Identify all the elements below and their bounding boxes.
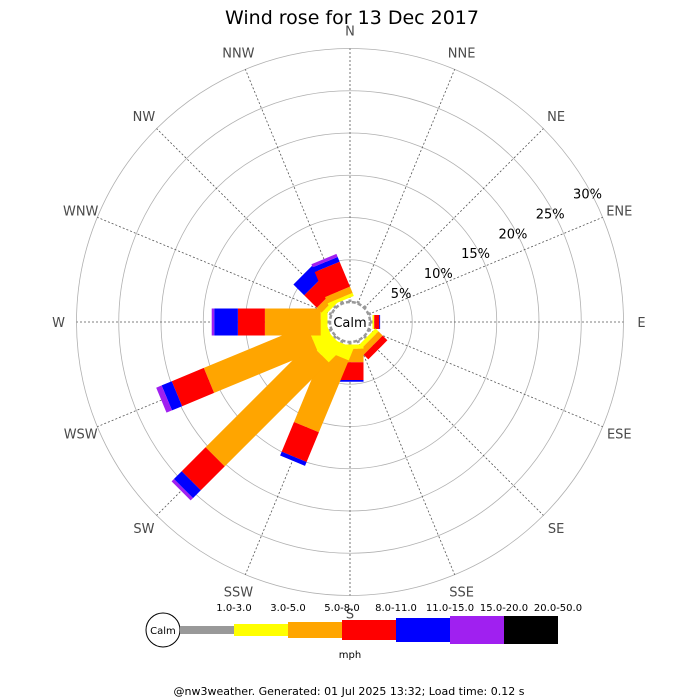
legend-label-20.0-50.0: 20.0-50.0 — [534, 603, 582, 614]
bar-nnw-11.0-15.0 — [312, 257, 340, 272]
legend-label-5.0-8.0: 5.0-8.0 — [324, 603, 359, 614]
direction-label-n: N — [345, 25, 355, 40]
direction-label-nw: NW — [133, 110, 156, 125]
direction-label-sse: SSE — [449, 585, 474, 600]
bar-se-5.0-8.0 — [359, 331, 383, 355]
bar-s-11.0-15.0 — [336, 380, 364, 382]
ring-label-25: 25% — [536, 207, 565, 222]
ring-15 — [202, 174, 498, 470]
ring-label-15: 15% — [461, 247, 490, 262]
legend-swatch-15.0-20.0 — [450, 616, 504, 644]
direction-label-se: SE — [548, 522, 564, 537]
direction-label-ne: NE — [547, 110, 565, 125]
calm-circle: Calm — [328, 300, 372, 344]
bar-wsw-5.0-8.0 — [203, 325, 318, 393]
legend-label-8.0-11.0: 8.0-11.0 — [375, 603, 417, 614]
legend-swatch-8.0-11.0 — [342, 620, 396, 640]
bar-w-5.0-8.0 — [264, 308, 321, 336]
ring-label-5: 5% — [391, 287, 412, 302]
bar-e-11.0-15.0 — [379, 315, 381, 329]
legend-label-1.0-3.0: 1.0-3.0 — [216, 603, 251, 614]
speed-legend: Calm 1.0-3.0 3.0-5.0 5.0-8.0 8.0-11.0 11.0-15… — [145, 603, 582, 661]
bar-nw-1.0-3.0 — [333, 305, 337, 309]
bar-nnw-15.0-20.0 — [311, 253, 338, 268]
direction-label-wnw: WNW — [63, 204, 99, 219]
bar-w-3.0-5.0 — [320, 308, 328, 336]
bar-wsw-11.0-15.0 — [161, 381, 183, 411]
direction-label-s: S — [346, 608, 354, 623]
legend-swatch-5.0-8.0 — [288, 622, 342, 638]
legend-label-11.0-15.0: 11.0-15.0 — [426, 603, 474, 614]
direction-label-ese: ESE — [607, 428, 632, 443]
ring-25 — [118, 90, 582, 554]
polar-axes — [76, 48, 624, 596]
petal-bars — [156, 253, 388, 501]
legend-calm-label: Calm — [150, 626, 176, 637]
bar-nnw-3.0-5.0 — [327, 292, 354, 307]
legend-swatch-20.0-50.0 — [504, 616, 558, 644]
bar-ne-1.0-3.0 — [363, 305, 367, 309]
legend-label-15.0-20.0: 15.0-20.0 — [480, 603, 528, 614]
direction-label-nne: NNE — [448, 47, 476, 62]
footer-text: @nw3weather. Generated: 01 Jul 2025 13:3… — [174, 685, 525, 698]
bar-sw-8.0-11.0 — [181, 447, 225, 491]
bar-e-3.0-5.0 — [372, 315, 375, 329]
legend-label-3.0-5.0: 3.0-5.0 — [270, 603, 305, 614]
bar-sse-1.0-3.0 — [356, 339, 360, 344]
bar-wsw-15.0-20.0 — [156, 385, 172, 413]
calm-ring — [328, 300, 372, 344]
bar-sw-5.0-8.0 — [205, 343, 329, 467]
direction-label-w: W — [52, 316, 65, 331]
ring-percent-labels: 5% 10% 15% 20% 25% 30% — [391, 188, 602, 302]
bar-se-1.0-3.0 — [363, 335, 367, 339]
bar-sw-1.0-3.0 — [333, 335, 337, 339]
direction-label-e: E — [637, 316, 645, 331]
legend-swatch-11.0-15.0 — [396, 618, 450, 642]
direction-label-ene: ENE — [606, 204, 632, 219]
direction-label-nnw: NNW — [222, 47, 254, 62]
legend-units: mph — [339, 650, 361, 661]
bar-ssw-11.0-15.0 — [280, 451, 307, 466]
bar-sw-11.0-15.0 — [173, 471, 201, 499]
direction-labels: N NNE NE ENE E ESE SE SSE S SSW SW WSW W WNW NW NNW — [52, 25, 646, 623]
bar-sw-15.0-20.0 — [171, 479, 193, 501]
ring-label-20: 20% — [498, 227, 527, 242]
bar-se-8.0-11.0 — [363, 335, 388, 360]
bar-w-11.0-15.0 — [214, 308, 238, 336]
ring-label-30: 30% — [573, 188, 602, 203]
bar-nnw-8.0-11.0 — [314, 261, 350, 297]
calm-label: Calm — [333, 316, 366, 331]
direction-label-wsw: WSW — [64, 428, 98, 443]
bar-w-8.0-11.0 — [237, 308, 265, 336]
bar-w-15.0-20.0 — [211, 308, 215, 336]
bar-nnw-5.0-8.0 — [325, 286, 353, 304]
direction-label-ssw: SSW — [224, 585, 254, 600]
legend-swatch-3.0-5.0 — [234, 624, 288, 636]
legend-swatch-1.0-3.0 — [180, 626, 234, 634]
ring-label-10: 10% — [424, 267, 453, 282]
bar-ssw-8.0-11.0 — [281, 422, 319, 462]
chart-title: Wind rose for 13 Dec 2017 — [225, 7, 479, 29]
bar-wsw-8.0-11.0 — [171, 367, 215, 407]
bar-ssw-5.0-8.0 — [294, 350, 349, 433]
direction-label-sw: SW — [133, 522, 154, 537]
bar-e-8.0-11.0 — [374, 315, 380, 329]
